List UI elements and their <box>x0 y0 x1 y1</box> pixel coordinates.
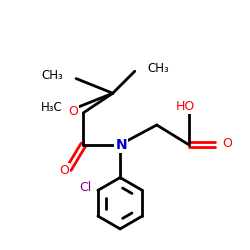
Text: N: N <box>116 138 127 152</box>
Text: O: O <box>68 105 78 118</box>
Text: CH₃: CH₃ <box>42 69 64 82</box>
Text: Cl: Cl <box>80 181 92 194</box>
Text: O: O <box>222 137 232 150</box>
Text: H₃C: H₃C <box>41 102 63 114</box>
Text: HO: HO <box>175 100 195 113</box>
Text: O: O <box>59 164 69 177</box>
Text: CH₃: CH₃ <box>148 62 169 75</box>
